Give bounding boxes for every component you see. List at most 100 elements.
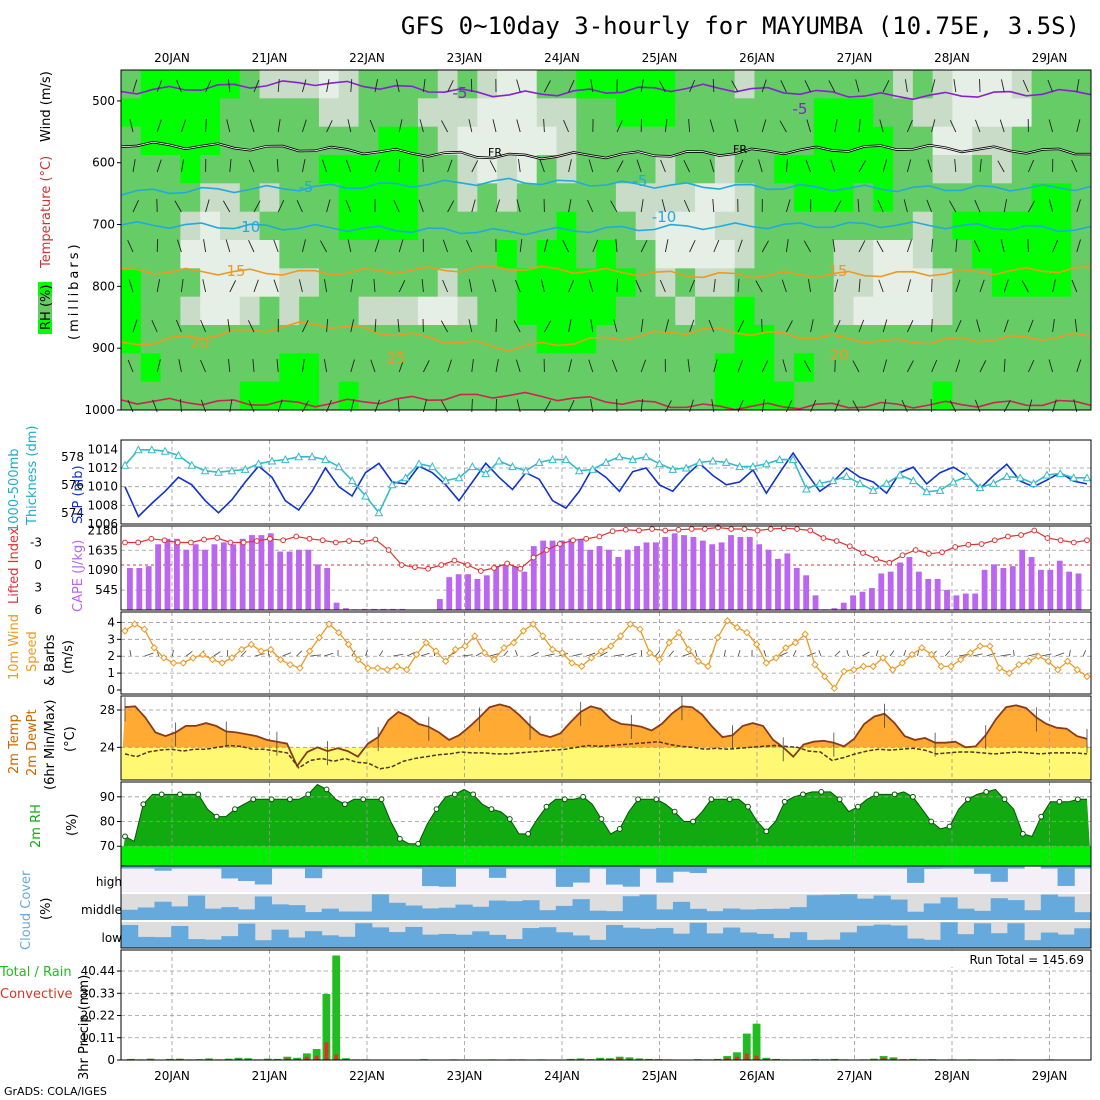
cloud-cell — [890, 866, 908, 869]
wind-barb — [1003, 279, 1009, 293]
cape-bar — [380, 608, 387, 610]
cape-bar — [756, 544, 763, 610]
cloud-cell — [555, 905, 574, 920]
cloud-cell — [355, 923, 373, 948]
rh-cell — [695, 98, 716, 128]
wind-barb — [398, 280, 406, 293]
rh-cell — [893, 155, 914, 184]
thickness-point — [895, 470, 905, 479]
rh-cell — [734, 381, 755, 411]
rh-cell — [932, 126, 953, 156]
cape-bar — [258, 535, 265, 610]
rh-cell — [121, 211, 142, 241]
cloud-label: Cloud Cover — [19, 870, 34, 950]
precip-conv-bar — [744, 1053, 749, 1060]
rh-cell — [358, 268, 379, 298]
cape-bar — [803, 575, 810, 610]
wind-barb — [906, 159, 912, 173]
wind-barb — [974, 119, 981, 133]
wind-barb — [350, 319, 355, 333]
cloud-cell — [606, 866, 624, 885]
rh2m-point — [122, 833, 128, 840]
rh-cell — [912, 353, 934, 383]
wind-barb — [227, 79, 231, 93]
rh-cell — [140, 325, 162, 354]
wind-barb — [852, 360, 860, 373]
cape-bar — [399, 608, 406, 610]
cape-bar — [568, 538, 575, 610]
wind-barb — [712, 199, 715, 213]
wind-barb — [350, 279, 354, 293]
rh-cell — [853, 155, 874, 184]
cape-bar — [840, 602, 847, 610]
rh2m-point — [745, 803, 751, 810]
rh-cell — [318, 353, 340, 383]
rh2m-label: 2m RH — [29, 804, 44, 848]
cloud-cell — [204, 939, 222, 948]
wind-barb — [803, 360, 811, 373]
cloud-cell — [455, 934, 473, 948]
wind-barb — [610, 200, 618, 213]
cloud-cell — [304, 931, 323, 948]
rh-cell — [1011, 70, 1033, 99]
rh-cell — [992, 240, 1013, 269]
rh2m-point — [983, 788, 990, 795]
rh-cell — [1011, 296, 1033, 326]
cloud-cell — [890, 925, 908, 948]
wind-barb — [326, 199, 331, 213]
cape-bar — [127, 568, 133, 610]
wind-barb — [877, 199, 884, 213]
cloud-cell — [672, 866, 691, 872]
rh2m-point — [946, 823, 953, 830]
isotherm-freezing-inner — [120, 141, 1092, 160]
thickness-point — [534, 457, 544, 466]
wind-barb — [516, 79, 521, 93]
rh-cell — [615, 211, 637, 241]
rh-cell — [121, 126, 142, 156]
wind-barb — [175, 319, 182, 333]
rh-cell — [160, 155, 181, 184]
wind-barb — [828, 80, 836, 93]
cloud-cell — [823, 866, 841, 869]
wind-point — [820, 672, 829, 681]
cape-bar — [1047, 569, 1054, 610]
rh-cell — [853, 211, 874, 241]
cloud-cell — [890, 899, 908, 920]
cloud-cell — [823, 894, 841, 920]
rh-cell — [516, 155, 538, 184]
rh-cell — [516, 353, 538, 383]
rh-cell — [180, 296, 201, 326]
rh-cell — [675, 296, 696, 326]
wind-barb-10m — [296, 650, 302, 657]
wind-barb-10m — [627, 652, 637, 657]
wind-barb — [543, 239, 548, 253]
cloud-cell — [907, 938, 925, 948]
wind-point — [1005, 669, 1013, 677]
rh-cell — [734, 240, 755, 269]
cloud-cell — [187, 866, 206, 869]
cloud-cell — [288, 866, 306, 869]
cloud-cell — [422, 866, 440, 887]
rh-cell — [912, 98, 934, 128]
cape-label: CAPE (J/kg) — [71, 540, 86, 612]
rh-cell — [1051, 240, 1072, 269]
li-point — [925, 550, 932, 557]
li-point — [899, 552, 906, 559]
wind-point — [636, 625, 644, 633]
rh2m-point — [763, 828, 770, 835]
cape-bar — [530, 546, 537, 610]
wind-point — [976, 642, 984, 650]
wind-barb — [489, 160, 497, 173]
rh-cell — [596, 70, 617, 99]
rh-cell — [378, 98, 399, 128]
cloud-cell — [656, 866, 674, 883]
rh-cell — [219, 296, 241, 326]
li-point — [1018, 532, 1025, 538]
precip-conv-bar — [617, 1058, 622, 1060]
wind-barb — [955, 239, 958, 253]
li-point — [636, 527, 642, 534]
wind-barb — [640, 319, 644, 333]
rh-cell — [754, 240, 775, 269]
wind-barb — [228, 359, 231, 373]
